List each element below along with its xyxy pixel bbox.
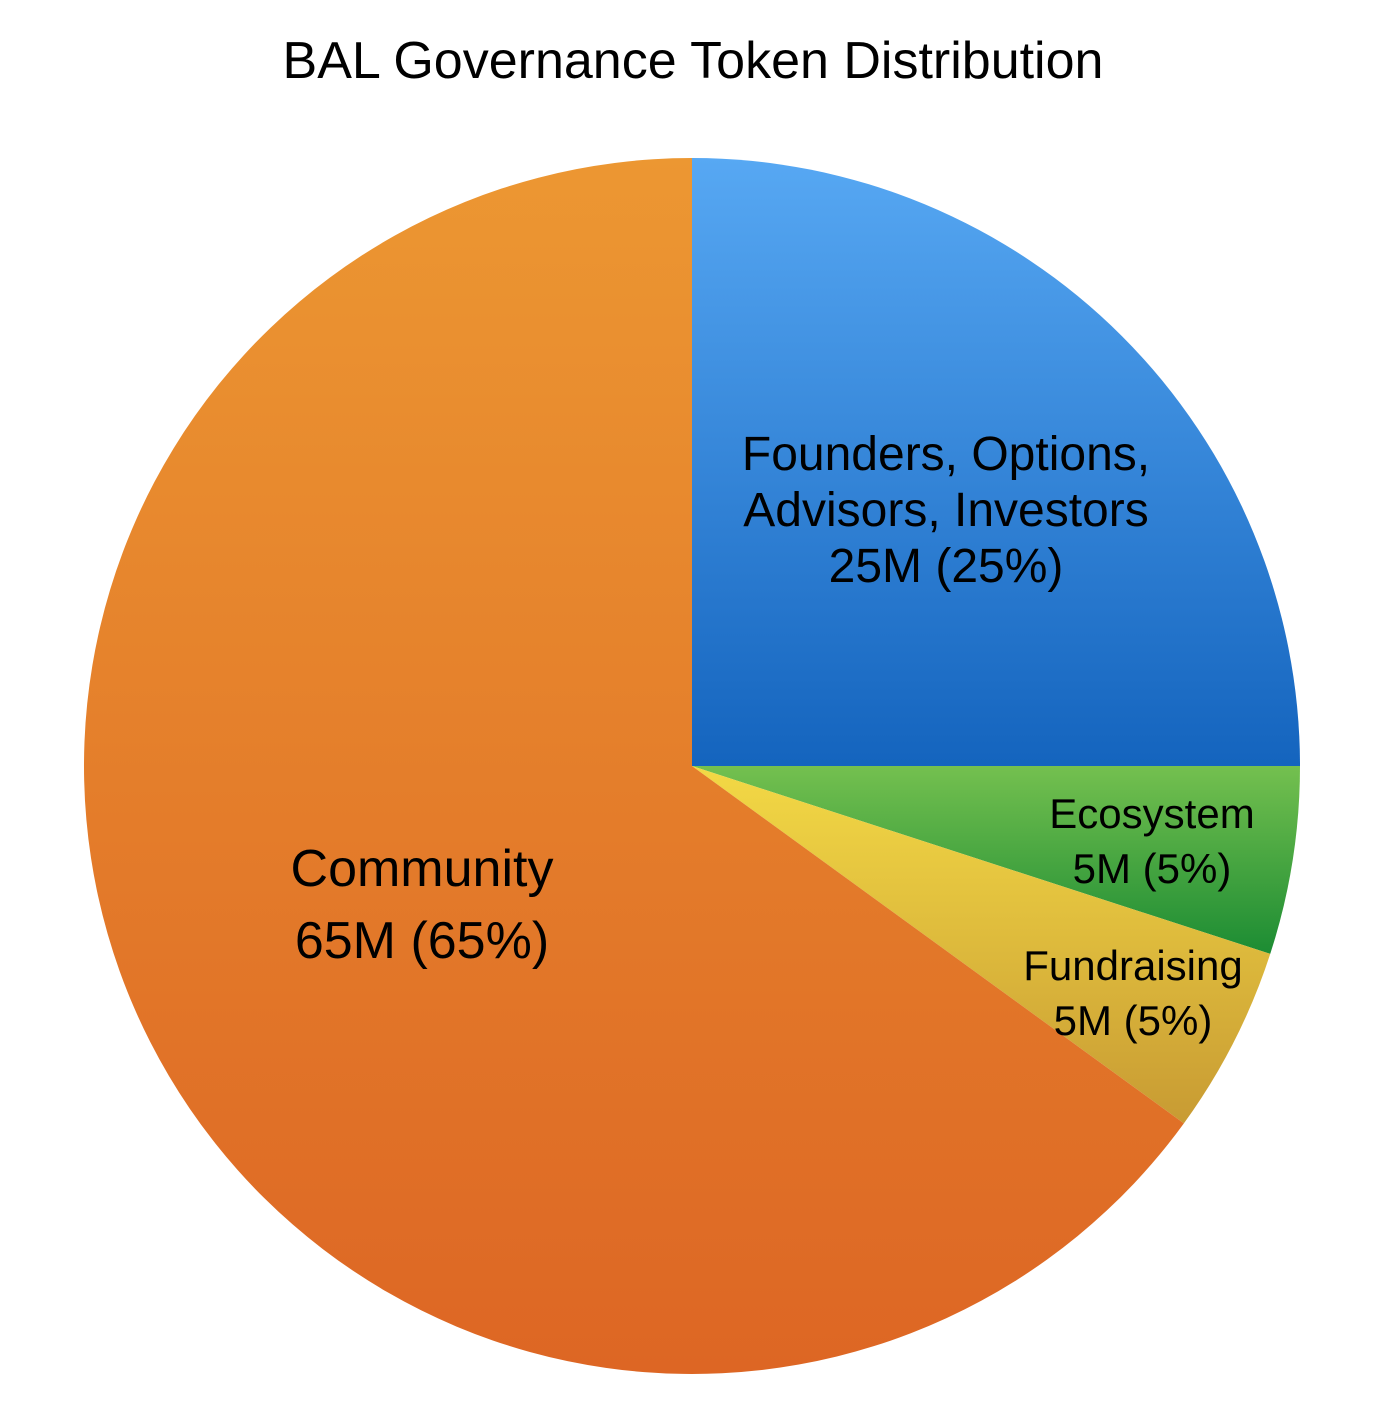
- slice-label-community: Community 65M (65%): [291, 840, 554, 970]
- chart-title: BAL Governance Token Distribution: [282, 32, 1104, 90]
- slice-label-line: Founders, Options,: [742, 428, 1150, 481]
- slice-label-line: 5M (5%): [1054, 997, 1213, 1044]
- slice-label-line: 25M (25%): [829, 540, 1064, 593]
- slice-label-line: Advisors, Investors: [743, 484, 1148, 537]
- slice-label-founders-options-advisors-investors: Founders, Options, Advisors, Investors 25M…: [742, 428, 1150, 593]
- pie-slice-founders-options-advisors-investors: [692, 158, 1300, 766]
- slice-label-line: 5M (5%): [1073, 845, 1232, 892]
- slice-label-ecosystem: Ecosystem 5M (5%): [1049, 790, 1254, 892]
- slice-label-line: Community: [291, 840, 554, 898]
- pie-slice-fundraising: [692, 766, 1271, 1124]
- slice-label-line: Ecosystem: [1049, 790, 1254, 837]
- slice-label-fundraising: Fundraising 5M (5%): [1023, 942, 1242, 1044]
- pie-slice-ecosystem: [692, 766, 1300, 954]
- slice-label-line: Fundraising: [1023, 942, 1242, 989]
- pie-slice-community: [83, 158, 1184, 1374]
- slice-label-line: 65M (65%): [295, 912, 549, 970]
